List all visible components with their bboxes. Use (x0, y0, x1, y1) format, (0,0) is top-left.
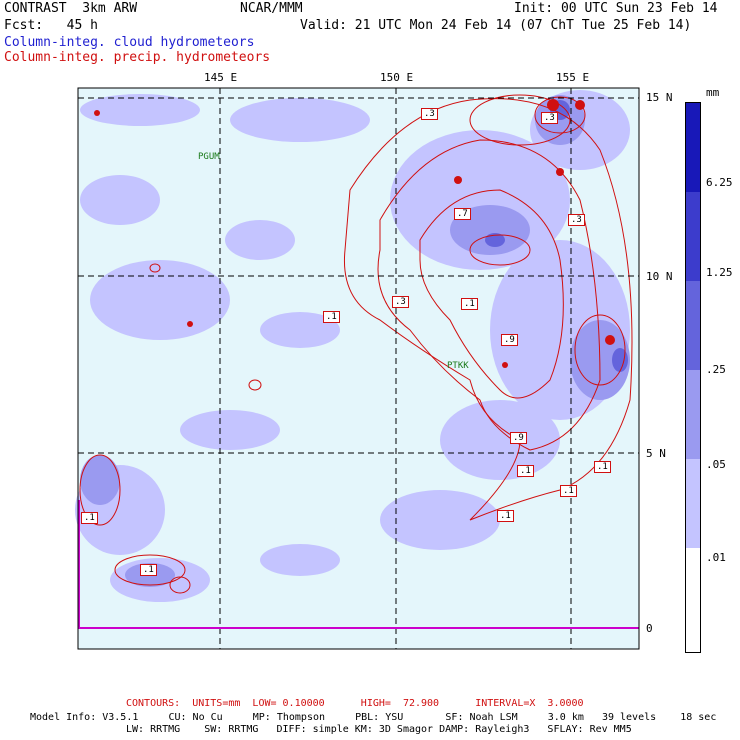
place-label-ptkk: PTKK (447, 361, 469, 371)
colorbar-swatch (686, 370, 700, 459)
colorbar-label: 6.25 (706, 176, 733, 189)
contour-label: .1 (81, 512, 98, 524)
colorbar (685, 102, 701, 653)
model-title: CONTRAST 3km ARW (4, 1, 138, 16)
colorbar-swatch (686, 459, 700, 548)
valid-time: Valid: 21 UTC Mon 24 Feb 14 (07 ChT Tue … (300, 18, 692, 33)
init-time: Init: 00 UTC Sun 23 Feb 14 (514, 1, 718, 16)
contour-label: .1 (560, 485, 577, 497)
contour-label: .3 (541, 112, 558, 124)
lon-label-155: 155 E (556, 71, 590, 84)
lon-label-150: 150 E (380, 71, 414, 84)
forecast-hour: Fcst: 45 h (4, 18, 98, 33)
contour-label: .1 (323, 311, 340, 323)
contour-label: .1 (517, 465, 534, 477)
center-label: NCAR/MMM (240, 1, 303, 16)
place-label-pgum: PGUM (198, 152, 220, 162)
contour-label: .3 (568, 214, 585, 226)
contour-label: .9 (501, 334, 518, 346)
colorbar-label: .05 (706, 458, 726, 471)
model-info-line1: Model Info: V3.5.1 CU: No Cu MP: Thompso… (30, 712, 717, 723)
contour-label: .7 (454, 208, 471, 220)
contour-info: CONTOURS: UNITS=mm LOW= 0.10000 HIGH= 72… (126, 698, 584, 709)
contour-label: .1 (461, 298, 478, 310)
colorbar-swatch (686, 281, 700, 370)
contour-label: .1 (497, 510, 514, 522)
lat-label-10n: 10 N (646, 270, 673, 283)
colorbar-label: .01 (706, 551, 726, 564)
contour-label: .1 (140, 564, 157, 576)
contour-label: .3 (421, 108, 438, 120)
colorbar-label: .25 (706, 363, 726, 376)
field-cloud-label: Column-integ. cloud hydrometeors (4, 35, 255, 50)
contour-label: .3 (392, 296, 409, 308)
lat-label-15n: 15 N (646, 91, 673, 104)
lat-label-0: 0 (646, 622, 653, 635)
lat-label-5n: 5 N (646, 447, 666, 460)
model-info-line2: LW: RRTMG SW: RRTMG DIFF: simple KM: 3D … (126, 724, 632, 735)
field-precip-label: Column-integ. precip. hydrometeors (4, 50, 271, 65)
lon-label-145: 145 E (204, 71, 238, 84)
colorbar-label: 1.25 (706, 266, 733, 279)
colorbar-swatch (686, 103, 700, 192)
contour-label: .1 (594, 461, 611, 473)
colorbar-swatch (686, 548, 700, 642)
colorbar-swatch (686, 192, 700, 281)
contour-label: .9 (510, 432, 527, 444)
colorbar-unit: mm (706, 86, 720, 99)
